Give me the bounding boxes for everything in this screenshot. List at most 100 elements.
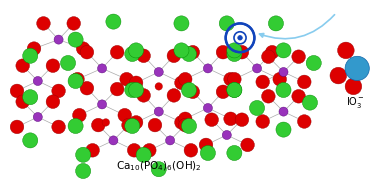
Ellipse shape xyxy=(222,130,231,140)
Ellipse shape xyxy=(219,16,234,31)
Ellipse shape xyxy=(54,35,63,44)
Ellipse shape xyxy=(46,95,60,109)
Ellipse shape xyxy=(125,82,140,98)
Ellipse shape xyxy=(33,76,42,86)
Ellipse shape xyxy=(109,136,118,145)
Ellipse shape xyxy=(199,138,213,152)
Ellipse shape xyxy=(125,118,140,134)
Ellipse shape xyxy=(46,59,60,73)
Ellipse shape xyxy=(227,43,242,58)
Ellipse shape xyxy=(37,17,50,30)
Ellipse shape xyxy=(265,45,279,59)
Ellipse shape xyxy=(292,89,305,103)
Ellipse shape xyxy=(16,95,29,109)
Ellipse shape xyxy=(23,90,38,105)
Ellipse shape xyxy=(151,162,166,177)
Ellipse shape xyxy=(276,43,291,58)
Ellipse shape xyxy=(175,76,188,90)
Ellipse shape xyxy=(235,113,249,127)
Ellipse shape xyxy=(73,108,86,122)
Ellipse shape xyxy=(186,85,200,99)
Ellipse shape xyxy=(268,16,284,31)
Ellipse shape xyxy=(68,32,83,47)
Ellipse shape xyxy=(186,45,200,59)
Ellipse shape xyxy=(227,145,242,161)
Ellipse shape xyxy=(174,43,189,58)
Ellipse shape xyxy=(306,55,321,71)
Ellipse shape xyxy=(154,107,163,116)
Ellipse shape xyxy=(297,75,311,89)
Ellipse shape xyxy=(76,147,91,162)
Ellipse shape xyxy=(200,145,215,161)
Ellipse shape xyxy=(137,89,150,102)
Ellipse shape xyxy=(181,82,197,98)
Ellipse shape xyxy=(216,45,230,59)
Ellipse shape xyxy=(16,59,29,73)
Ellipse shape xyxy=(129,76,143,90)
Ellipse shape xyxy=(279,107,288,116)
Ellipse shape xyxy=(279,68,288,76)
Ellipse shape xyxy=(178,72,192,86)
Ellipse shape xyxy=(302,95,318,110)
FancyArrowPatch shape xyxy=(260,15,335,39)
Ellipse shape xyxy=(345,78,362,95)
Ellipse shape xyxy=(110,82,124,96)
Ellipse shape xyxy=(345,56,369,80)
Ellipse shape xyxy=(155,83,163,90)
Ellipse shape xyxy=(76,163,91,179)
Ellipse shape xyxy=(166,136,175,145)
Ellipse shape xyxy=(235,45,249,59)
Ellipse shape xyxy=(227,82,242,98)
Ellipse shape xyxy=(129,116,143,129)
Ellipse shape xyxy=(256,75,270,89)
Ellipse shape xyxy=(10,84,24,98)
Ellipse shape xyxy=(276,82,291,98)
Ellipse shape xyxy=(71,72,84,86)
Ellipse shape xyxy=(181,118,197,134)
Ellipse shape xyxy=(60,55,76,71)
Ellipse shape xyxy=(23,48,38,63)
Ellipse shape xyxy=(262,50,275,64)
Ellipse shape xyxy=(241,138,254,152)
Ellipse shape xyxy=(102,119,110,126)
Ellipse shape xyxy=(256,115,270,128)
Ellipse shape xyxy=(33,112,42,122)
Ellipse shape xyxy=(216,85,230,99)
Ellipse shape xyxy=(224,72,237,86)
Ellipse shape xyxy=(52,120,65,134)
Ellipse shape xyxy=(227,82,242,98)
Ellipse shape xyxy=(110,45,124,59)
Ellipse shape xyxy=(129,43,144,58)
Ellipse shape xyxy=(273,72,287,86)
Ellipse shape xyxy=(249,100,265,116)
Ellipse shape xyxy=(224,112,237,126)
Ellipse shape xyxy=(80,81,94,95)
Ellipse shape xyxy=(68,118,83,134)
Ellipse shape xyxy=(106,14,121,29)
Ellipse shape xyxy=(167,89,181,102)
Ellipse shape xyxy=(205,113,218,127)
Ellipse shape xyxy=(184,143,198,157)
Ellipse shape xyxy=(91,118,105,132)
Ellipse shape xyxy=(76,42,90,55)
Ellipse shape xyxy=(120,72,133,86)
Text: Ca$_{10}$(PO$_4$)$_6$(OH)$_2$: Ca$_{10}$(PO$_4$)$_6$(OH)$_2$ xyxy=(116,159,202,173)
Ellipse shape xyxy=(143,143,156,157)
Ellipse shape xyxy=(238,35,242,40)
Ellipse shape xyxy=(203,103,212,112)
Ellipse shape xyxy=(127,143,141,157)
Ellipse shape xyxy=(292,50,305,64)
Ellipse shape xyxy=(67,17,81,30)
Ellipse shape xyxy=(136,147,151,162)
Ellipse shape xyxy=(227,46,242,62)
Ellipse shape xyxy=(154,68,163,76)
Ellipse shape xyxy=(129,82,144,98)
Ellipse shape xyxy=(203,64,212,73)
Ellipse shape xyxy=(167,49,181,63)
Ellipse shape xyxy=(262,89,275,103)
Ellipse shape xyxy=(68,73,83,89)
Ellipse shape xyxy=(330,67,347,84)
Text: IO$_3^-$: IO$_3^-$ xyxy=(346,95,365,110)
Ellipse shape xyxy=(228,72,241,86)
Ellipse shape xyxy=(98,64,107,73)
